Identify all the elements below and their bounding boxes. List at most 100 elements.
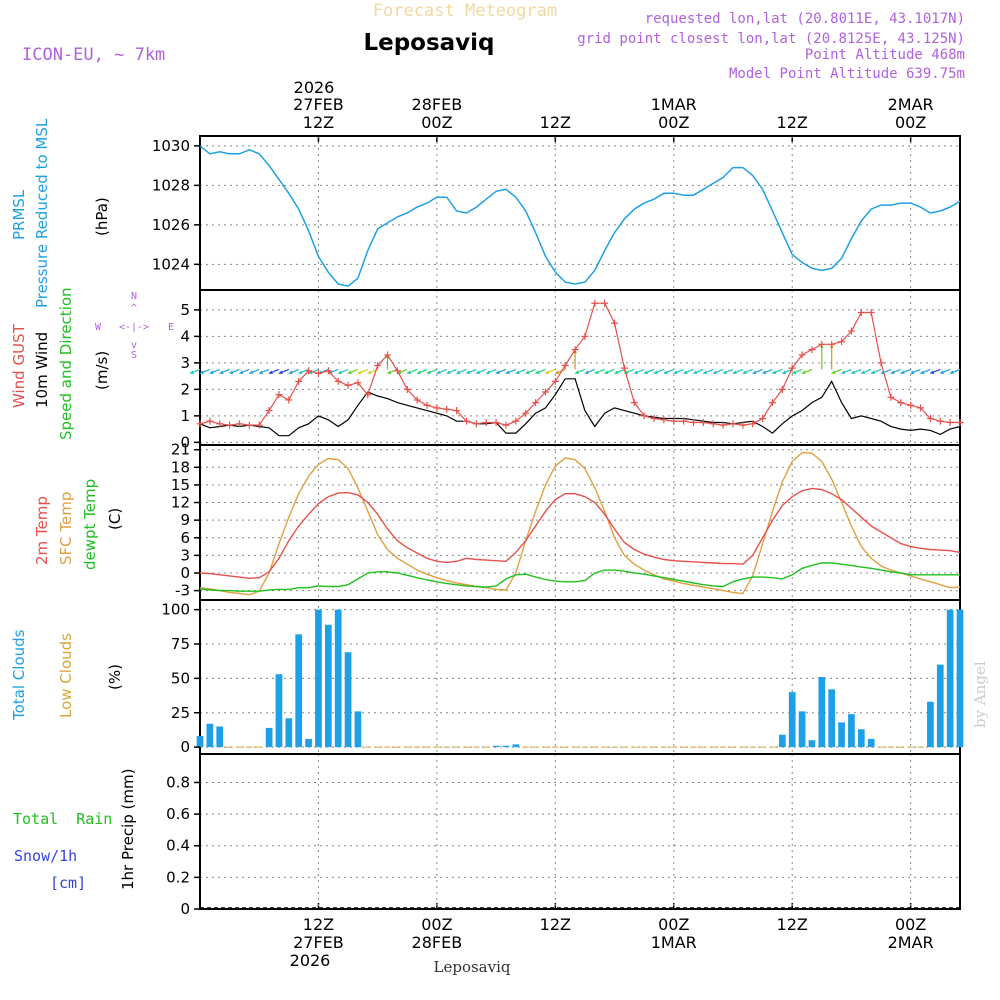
pressure-panel xyxy=(199,145,961,287)
gust-marker xyxy=(196,420,204,428)
y-tick-label: 1024 xyxy=(152,255,190,273)
top-date-label: 1MAR xyxy=(651,95,697,114)
panel-frame xyxy=(199,444,961,601)
gust-marker xyxy=(670,417,678,425)
bottom-hour-label: 12Z xyxy=(540,915,571,934)
wind-arrow-head xyxy=(199,370,204,374)
gust-marker xyxy=(719,421,727,429)
cloud-bar xyxy=(818,677,826,748)
gust-marker xyxy=(522,409,530,417)
gust-marker xyxy=(798,351,806,359)
bottom-date-label: 27FEB xyxy=(293,933,344,952)
gust-marker xyxy=(788,364,796,372)
pressure-unit-label: (hPa) xyxy=(93,197,111,236)
gust-marker xyxy=(482,418,490,426)
panel-frame xyxy=(199,599,961,755)
gust-marker xyxy=(433,404,441,412)
gust-marker xyxy=(887,393,895,401)
gust-marker xyxy=(828,340,836,348)
gust-marker xyxy=(453,407,461,415)
gust-marker xyxy=(946,418,954,426)
wind-unit-label: (m/s) xyxy=(93,351,111,390)
bottom-hour-label: 00Z xyxy=(421,915,452,934)
cloud-bar xyxy=(206,723,214,748)
cloud-bar xyxy=(344,652,352,748)
bottom-station-label: Leposaviq xyxy=(434,958,511,976)
y-tick-label: 25 xyxy=(171,704,190,722)
gust-marker xyxy=(680,417,688,425)
y-tick-label: 0 xyxy=(180,433,190,451)
cloud-bar xyxy=(285,718,293,748)
wind-10m-line xyxy=(199,378,961,437)
y-tick-label: 50 xyxy=(171,669,190,687)
gust-marker xyxy=(551,377,559,385)
subtitle: Forecast Meteogram xyxy=(373,1,557,21)
wind-arrow-head xyxy=(229,370,234,374)
top-hour-label: 00Z xyxy=(658,113,689,132)
y-tick-label: 1030 xyxy=(152,137,190,155)
wind-arrow-head xyxy=(288,370,293,374)
panel-frame xyxy=(199,753,961,910)
gust-marker xyxy=(216,420,224,428)
pressure-reduced-label: Pressure Reduced to MSL xyxy=(33,118,51,308)
y-tick-label: 6 xyxy=(180,529,190,547)
pressure-line xyxy=(199,145,961,287)
wind-arrow-head xyxy=(920,370,925,374)
gust-marker xyxy=(275,391,283,399)
cloud-bar xyxy=(265,727,273,748)
y-tick-label: 18 xyxy=(171,458,190,476)
wind-arrow-head xyxy=(446,370,451,374)
wind-arrow-head xyxy=(239,370,244,374)
gust-marker xyxy=(699,418,707,426)
wind-arrow-head xyxy=(298,370,303,374)
wind-arrow-head xyxy=(871,370,875,374)
wind-arrow-head xyxy=(505,370,510,374)
wind-arrow-head xyxy=(713,370,718,374)
bottom-hour-label: 00Z xyxy=(895,915,926,934)
gust-marker xyxy=(206,417,214,425)
gust-marker xyxy=(344,381,352,389)
wind-arrow-head xyxy=(347,370,352,374)
snow-unit-label: [cm] xyxy=(50,874,86,892)
wind-arrow-head xyxy=(308,370,313,374)
gust-marker xyxy=(877,359,885,367)
compass-arrow-up: ^ xyxy=(131,303,137,314)
y-tick-label: 1028 xyxy=(152,176,190,194)
cloud-bar xyxy=(946,609,954,748)
cloud-bar xyxy=(808,740,816,748)
wind-arrow-head xyxy=(574,370,579,374)
cloud-bar xyxy=(927,701,934,748)
wind-arrow-head xyxy=(930,370,935,374)
wind-arrow-head xyxy=(604,370,609,374)
bottom-hour-label: 00Z xyxy=(658,915,689,934)
wind-arrow-head xyxy=(683,370,688,374)
wind-arrow-head xyxy=(338,370,342,374)
wind-arrow-head xyxy=(673,370,678,374)
gust-marker xyxy=(749,420,757,428)
cloud-bar xyxy=(828,689,836,748)
y-tick-label: 21 xyxy=(171,441,190,459)
cloud-bar xyxy=(857,729,865,748)
wind-arrow-head xyxy=(535,370,540,374)
gust-marker xyxy=(601,299,609,307)
gust-marker xyxy=(334,377,342,385)
wind-arrow-head xyxy=(515,370,520,374)
wind-arrow-head xyxy=(940,370,945,374)
bottom-date-label: 28FEB xyxy=(412,933,463,952)
gust-marker xyxy=(502,421,510,429)
wind-arrow-head xyxy=(269,370,273,374)
cloud-bar xyxy=(492,745,500,748)
gust-marker xyxy=(472,420,480,428)
cloud-bar xyxy=(936,664,944,748)
y-tick-label: 1 xyxy=(180,407,190,425)
wind-arrow-head xyxy=(436,370,441,374)
wind-gust-line xyxy=(199,302,960,426)
precip-unit-label: 1hr Precip (mm) xyxy=(119,769,137,890)
gust-marker xyxy=(660,416,668,424)
gust-marker xyxy=(571,346,579,354)
panel-frames xyxy=(199,135,961,910)
station-title: Leposaviq xyxy=(363,30,494,56)
gust-marker xyxy=(818,340,826,348)
gust-marker xyxy=(364,391,372,399)
